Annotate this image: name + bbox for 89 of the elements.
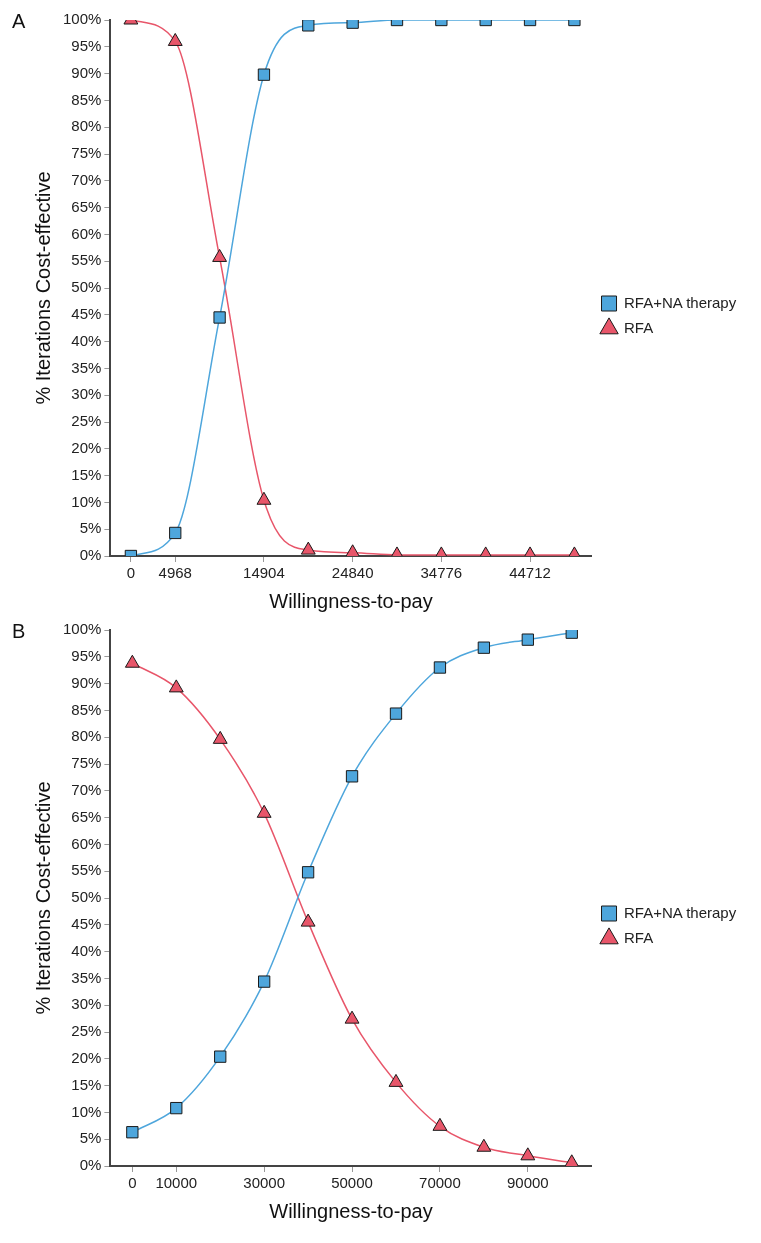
x-tick-label: 24840 xyxy=(331,564,374,582)
y-tick-label: 10% xyxy=(71,492,102,510)
point xyxy=(433,661,447,674)
y-tick-label: 95% xyxy=(71,36,102,54)
y-tick-label: 30% xyxy=(71,385,102,403)
point xyxy=(213,311,226,324)
y-tick-label: 0% xyxy=(79,1156,102,1174)
y-tick-label: 5% xyxy=(79,1129,102,1147)
y-tick-label: 30% xyxy=(71,995,102,1013)
y-tick-label: 45% xyxy=(71,914,102,932)
y-tick-label: 50% xyxy=(71,888,102,906)
y-tick-label: 85% xyxy=(71,700,102,718)
point xyxy=(389,707,403,720)
y-tick-label: 60% xyxy=(71,224,102,242)
x-axis-title: Willingness-to-pay xyxy=(269,589,433,612)
y-tick-label: 85% xyxy=(71,90,102,108)
y-tick-label: 20% xyxy=(71,1048,102,1066)
y-tick-label: 60% xyxy=(71,834,102,852)
y-tick-label: 70% xyxy=(71,170,102,188)
point xyxy=(168,679,184,693)
point xyxy=(214,1050,227,1063)
y-tick-label: 40% xyxy=(71,331,102,349)
point xyxy=(345,544,361,556)
text: B xyxy=(12,619,26,642)
y-tick-label: 25% xyxy=(71,412,102,430)
point xyxy=(258,975,271,988)
point xyxy=(432,1117,448,1131)
legend-label: RFA xyxy=(624,318,654,336)
x-tick-label: 34776 xyxy=(420,564,463,582)
y-tick-label: 10% xyxy=(71,1102,102,1120)
y-tick-label: 50% xyxy=(71,278,102,296)
y-tick-label: 90% xyxy=(71,673,102,691)
y-tick-label: 55% xyxy=(71,861,102,879)
y-tick-label: 15% xyxy=(71,1075,102,1093)
x-tick-label: 44712 xyxy=(509,564,551,582)
legend-label: RFA xyxy=(624,928,654,946)
point xyxy=(124,654,140,668)
y-tick-label: 55% xyxy=(71,251,102,269)
point xyxy=(345,770,359,783)
point xyxy=(301,866,315,879)
y-tick-label: 40% xyxy=(71,941,102,959)
y-tick-label: 80% xyxy=(71,117,102,135)
point xyxy=(476,1138,492,1152)
x-tick-label: 0 xyxy=(126,564,136,582)
x-axis-title: Willingness-to-pay xyxy=(269,1199,433,1222)
y-tick-label: 75% xyxy=(71,144,102,162)
y-tick-label: 100% xyxy=(62,10,102,28)
y-tick-label: 80% xyxy=(71,727,102,745)
x-tick-label: 10000 xyxy=(155,1174,198,1192)
y-tick-label: 5% xyxy=(79,519,102,537)
y-tick-label: 95% xyxy=(71,646,102,664)
y-tick-label: 70% xyxy=(71,780,102,798)
x-tick-label: 90000 xyxy=(506,1174,549,1192)
point xyxy=(126,1126,139,1139)
y-axis-title: % Iterations Cost-effective xyxy=(31,171,54,405)
y-tick-label: 90% xyxy=(71,63,102,81)
point xyxy=(388,1073,404,1087)
point xyxy=(520,1147,536,1161)
x-tick-label: 50000 xyxy=(331,1174,373,1192)
legend-label: RFA+NA therapy xyxy=(624,293,737,311)
point xyxy=(212,730,228,744)
x-tick-label: 14904 xyxy=(243,564,285,582)
x-tick-label: 0 xyxy=(128,1174,137,1192)
point xyxy=(477,641,491,654)
y-tick-label: 65% xyxy=(71,197,102,215)
point xyxy=(564,1154,580,1166)
point xyxy=(300,913,316,927)
x-tick-label: 70000 xyxy=(419,1174,461,1192)
y-tick-label: 15% xyxy=(71,465,102,483)
point xyxy=(256,491,272,505)
y-tick-label: 100% xyxy=(62,620,102,638)
y-axis-title: % Iterations Cost-effective xyxy=(31,781,54,1015)
text: A xyxy=(12,9,26,32)
legend-label: RFA+NA therapy xyxy=(624,903,737,921)
x-tick-label: 4968 xyxy=(158,564,192,582)
point xyxy=(170,1101,183,1115)
point xyxy=(300,541,316,555)
y-tick-label: 25% xyxy=(71,1022,102,1040)
y-tick-label: 35% xyxy=(71,358,102,376)
point xyxy=(521,633,534,646)
y-tick-label: 20% xyxy=(71,438,102,456)
x-tick-label: 30000 xyxy=(243,1174,286,1192)
point xyxy=(256,804,272,818)
y-tick-label: 65% xyxy=(71,807,102,825)
y-tick-label: 75% xyxy=(71,754,102,772)
point xyxy=(344,1010,360,1024)
y-tick-label: 45% xyxy=(71,304,102,322)
y-tick-label: 35% xyxy=(71,968,102,986)
y-tick-label: 0% xyxy=(79,546,102,564)
